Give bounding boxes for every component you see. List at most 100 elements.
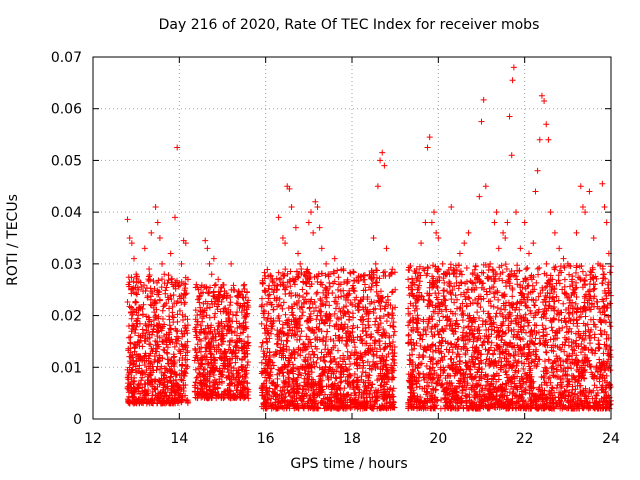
data-point — [240, 282, 247, 289]
data-point — [244, 358, 251, 365]
data-point — [175, 386, 182, 393]
data-point — [389, 266, 396, 273]
data-point — [377, 288, 384, 295]
data-point — [174, 337, 181, 344]
data-point — [125, 386, 132, 393]
data-point — [178, 396, 185, 403]
data-point — [451, 299, 458, 306]
data-point — [127, 333, 134, 340]
data-point — [229, 355, 236, 362]
data-point — [181, 372, 188, 379]
data-point — [244, 333, 251, 340]
data-point — [491, 294, 498, 301]
data-point — [276, 318, 283, 325]
data-point — [334, 267, 341, 274]
data-point — [214, 392, 221, 399]
data-point — [193, 352, 200, 359]
data-point — [177, 350, 184, 357]
data-point — [149, 348, 156, 355]
data-point — [596, 341, 603, 348]
data-point — [224, 366, 231, 373]
data-point — [160, 382, 167, 389]
data-point — [574, 320, 581, 327]
data-point — [176, 307, 183, 314]
data-point — [212, 281, 219, 288]
data-point — [536, 340, 543, 347]
data-point — [525, 282, 532, 289]
data-point — [390, 324, 397, 331]
data-point — [303, 290, 310, 297]
data-point — [203, 345, 210, 352]
data-point — [194, 284, 201, 291]
data-point — [139, 384, 146, 391]
data-point — [242, 353, 249, 360]
data-point — [169, 303, 176, 310]
grid — [93, 57, 611, 419]
data-point — [597, 327, 604, 334]
data-point — [607, 323, 614, 330]
data-point — [463, 398, 470, 405]
data-point — [233, 387, 240, 394]
data-point — [140, 301, 147, 308]
data-point — [586, 340, 593, 347]
data-point — [154, 363, 161, 370]
data-point — [171, 343, 178, 350]
data-point — [128, 315, 135, 322]
data-point — [218, 373, 225, 380]
data-point — [176, 391, 183, 398]
data-point — [354, 324, 361, 331]
data-point — [152, 391, 159, 398]
data-point — [154, 357, 161, 364]
data-point — [218, 328, 225, 335]
data-point — [334, 286, 341, 293]
data-point — [202, 356, 209, 363]
data-point — [316, 373, 323, 380]
data-point — [436, 273, 442, 280]
y-tick-label: 0.01 — [51, 360, 82, 376]
data-point — [174, 280, 181, 287]
data-point — [468, 279, 475, 286]
data-point — [229, 318, 236, 325]
data-point — [139, 394, 146, 401]
data-point — [194, 394, 201, 401]
data-point — [417, 342, 424, 349]
data-point — [151, 378, 158, 385]
data-point — [562, 318, 569, 325]
data-point — [474, 309, 481, 316]
data-point — [209, 369, 216, 376]
data-point — [129, 306, 136, 313]
data-point — [459, 317, 466, 324]
data-point — [347, 361, 354, 368]
data-point — [509, 293, 516, 300]
data-point — [201, 381, 208, 388]
data-point — [194, 341, 201, 348]
data-point — [164, 344, 171, 351]
data-point — [130, 322, 137, 329]
data-point — [232, 376, 239, 383]
data-point — [192, 307, 199, 314]
data-point — [163, 365, 170, 372]
data-point — [197, 311, 204, 318]
data-point — [205, 395, 212, 402]
data-point — [204, 361, 211, 368]
data-point — [215, 323, 222, 330]
data-point — [171, 363, 178, 370]
data-point — [165, 272, 172, 279]
data-point — [133, 400, 140, 407]
data-point — [156, 334, 163, 341]
data-point — [170, 314, 177, 321]
data-point — [258, 295, 265, 302]
y-tick-label: 0.07 — [51, 50, 82, 66]
data-point — [561, 276, 568, 283]
data-point — [200, 373, 207, 380]
data-point — [171, 300, 178, 307]
data-point — [149, 383, 156, 390]
data-point — [285, 305, 292, 312]
data-point — [487, 298, 494, 305]
data-point — [490, 303, 497, 310]
data-point — [147, 276, 154, 283]
data-point — [457, 357, 464, 364]
data-point — [132, 329, 139, 336]
data-point — [454, 296, 461, 303]
data-point — [306, 304, 313, 311]
